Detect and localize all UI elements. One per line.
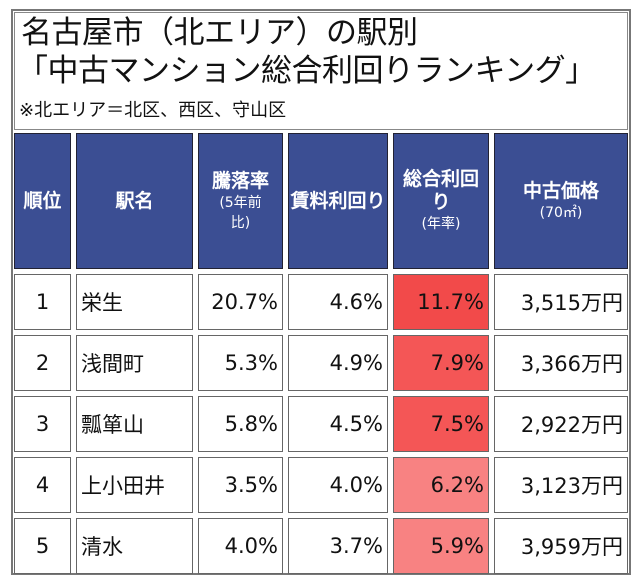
rank-cell: 2 xyxy=(14,335,71,391)
header-label: 騰落率 xyxy=(211,169,269,192)
rank-cell: 5 xyxy=(14,518,71,574)
station-cell: 栄生 xyxy=(76,274,193,330)
header-station: 駅名 xyxy=(76,133,193,269)
total-yield-cell: 11.7% xyxy=(393,274,489,330)
rent-yield-cell: 3.7% xyxy=(288,518,388,574)
rent-yield-cell: 4.6% xyxy=(288,274,388,330)
total-yield-cell: 7.5% xyxy=(393,396,489,452)
header-label: 順位 xyxy=(23,189,62,212)
total-yield-cell: 6.2% xyxy=(393,457,489,513)
header-price: 中古価格 (70㎡) xyxy=(494,133,628,269)
change-cell: 5.8% xyxy=(198,396,283,452)
station-cell: 浅間町 xyxy=(76,335,193,391)
total-yield-cell: 7.9% xyxy=(393,335,489,391)
header-label: 総合利回り xyxy=(402,168,479,213)
header-total-yield: 総合利回り (年率) xyxy=(393,133,489,269)
price-cell: 2,922万円 xyxy=(494,396,628,452)
price-cell: 3,123万円 xyxy=(494,457,628,513)
change-cell: 5.3% xyxy=(198,335,283,391)
rank-cell: 1 xyxy=(14,274,71,330)
title-box: 名古屋市（北エリア）の駅別 「中古マンション総合利回りランキング」 ※北エリア＝… xyxy=(14,12,628,130)
rent-yield-cell: 4.0% xyxy=(288,457,388,513)
header-sublabel: (5年前比) xyxy=(219,194,262,231)
total-yield-cell: 5.9% xyxy=(393,518,489,574)
title-line-2: 「中古マンション総合利回りランキング」 xyxy=(17,53,596,89)
price-cell: 3,959万円 xyxy=(494,518,628,574)
header-label: 駅名 xyxy=(115,189,154,212)
area-note: ※北エリア＝北区、西区、守山区 xyxy=(19,100,287,121)
station-cell: 瓢箪山 xyxy=(76,396,193,452)
rent-yield-cell: 4.9% xyxy=(288,335,388,391)
header-sublabel: (70㎡) xyxy=(539,204,583,221)
change-cell: 20.7% xyxy=(198,274,283,330)
change-cell: 4.0% xyxy=(198,518,283,574)
header-sublabel: (年率) xyxy=(421,216,461,232)
station-cell: 上小田井 xyxy=(76,457,193,513)
change-cell: 3.5% xyxy=(198,457,283,513)
header-label: 賃料利回り xyxy=(290,189,386,212)
station-cell: 清水 xyxy=(76,518,193,574)
price-cell: 3,366万円 xyxy=(494,335,628,391)
header-change: 騰落率 (5年前比) xyxy=(198,133,283,269)
rent-yield-cell: 4.5% xyxy=(288,396,388,452)
price-cell: 3,515万円 xyxy=(494,274,628,330)
rank-cell: 4 xyxy=(14,457,71,513)
title-line-1: 名古屋市（北エリア）の駅別 xyxy=(21,15,418,51)
ranking-table: 順位 駅名 騰落率 (5年前比) 賃料利回り 総合利回り (年率) 中古価格 (70㎡… xyxy=(14,133,628,574)
rank-cell: 3 xyxy=(14,396,71,452)
header-rent-yield: 賃料利回り xyxy=(288,133,388,269)
header-label: 中古価格 xyxy=(522,179,599,202)
header-rank: 順位 xyxy=(14,133,71,269)
